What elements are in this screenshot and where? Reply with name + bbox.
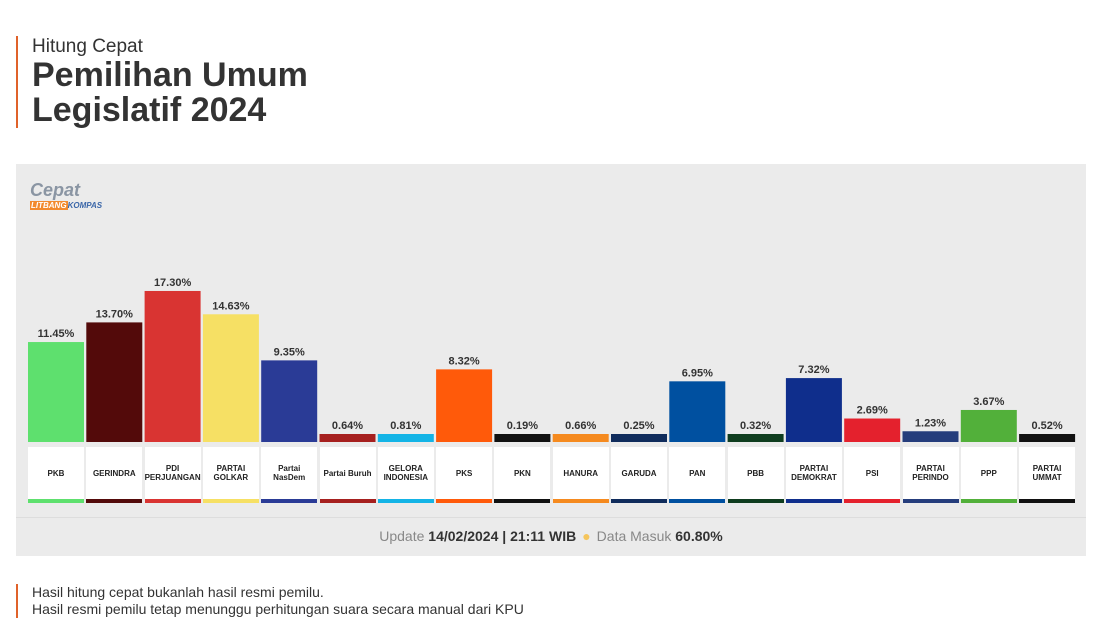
title-line2: Legislatif 2024 xyxy=(32,91,267,129)
party-logo: GELORA INDONESIA xyxy=(377,447,434,503)
party-logo: PSI xyxy=(844,447,901,503)
party-logo: PKN xyxy=(494,447,551,503)
bar-11 xyxy=(669,381,726,442)
bar-4 xyxy=(261,360,318,442)
party-logo: PARTAI GOLKAR xyxy=(202,447,259,503)
bar-0 xyxy=(28,342,84,442)
bar-14 xyxy=(844,418,901,442)
data-label: 13.70% xyxy=(96,308,134,320)
bar-1 xyxy=(86,322,143,442)
party-logo: PKS xyxy=(436,447,493,503)
party-logo: Partai NasDem xyxy=(261,447,318,503)
data-label: 0.52% xyxy=(1031,420,1062,432)
party-logo: Partai Buruh xyxy=(319,447,376,503)
update-info: Update 14/02/2024 | 21:11 WIB ● Data Masuk… xyxy=(16,517,1086,544)
party-logo: GARUDA xyxy=(611,447,667,503)
party-logo: PPP xyxy=(960,447,1017,503)
hitung-cepat-logo: Cepat LITBANGKOMPAS xyxy=(30,180,103,210)
bar-13 xyxy=(785,378,842,442)
bar-9 xyxy=(552,434,609,442)
data-label: 17.30% xyxy=(154,277,192,289)
party-logo: PKB xyxy=(28,447,84,503)
data-label: 8.32% xyxy=(448,355,479,367)
data-label: 0.32% xyxy=(740,420,771,432)
party-logo: PARTAI PERINDO xyxy=(902,447,959,503)
party-logo: PDI PERJUANGAN xyxy=(144,447,201,503)
bar-17 xyxy=(1019,434,1076,442)
bar-3 xyxy=(202,314,259,442)
data-label: 9.35% xyxy=(274,346,305,358)
data-label: 11.45% xyxy=(38,328,75,340)
bar-15 xyxy=(902,431,959,442)
subtitle: Hitung Cepat xyxy=(32,36,143,57)
data-label: 7.32% xyxy=(798,364,829,376)
party-logo: PAN xyxy=(669,447,726,503)
party-logo: HANURA xyxy=(552,447,609,503)
disclaimer: Hasil hitung cepat bukanlah hasil resmi … xyxy=(16,584,524,618)
chart-panel: Cepat LITBANGKOMPAS 11.45% 13.70% 17.30% 14.… xyxy=(16,164,1086,556)
party-logo: PBB xyxy=(727,447,784,503)
data-label: 14.63% xyxy=(212,300,250,312)
data-label: 0.66% xyxy=(565,420,596,432)
data-label: 0.64% xyxy=(332,420,363,432)
data-label: 1.23% xyxy=(915,417,946,429)
bar-16 xyxy=(960,409,1017,442)
data-label: 0.25% xyxy=(623,420,654,432)
header: Hitung Cepat Pemilihan Umum Legislatif 2… xyxy=(16,36,308,128)
data-label: 3.67% xyxy=(973,396,1004,408)
data-label: 0.81% xyxy=(390,420,421,432)
bar-8 xyxy=(494,434,551,442)
title-line1: Pemilihan Umum xyxy=(32,56,308,94)
bar-10 xyxy=(611,434,667,442)
party-logo: PARTAI UMMAT xyxy=(1019,447,1076,503)
data-label: 2.69% xyxy=(857,405,888,417)
bar-12 xyxy=(727,434,784,442)
bar-2 xyxy=(144,290,201,442)
data-label: 6.95% xyxy=(682,367,713,379)
bar-chart: 11.45% 13.70% 17.30% 14.63% 9.35% 0.64% 0.81% 8… xyxy=(28,277,1076,442)
party-logo: GERINDRA xyxy=(86,447,143,503)
bar-5 xyxy=(319,434,376,442)
bar-7 xyxy=(436,369,493,442)
data-label: 0.19% xyxy=(507,420,538,432)
bar-6 xyxy=(377,434,434,442)
party-logo: PARTAI DEMOKRAT xyxy=(785,447,842,503)
